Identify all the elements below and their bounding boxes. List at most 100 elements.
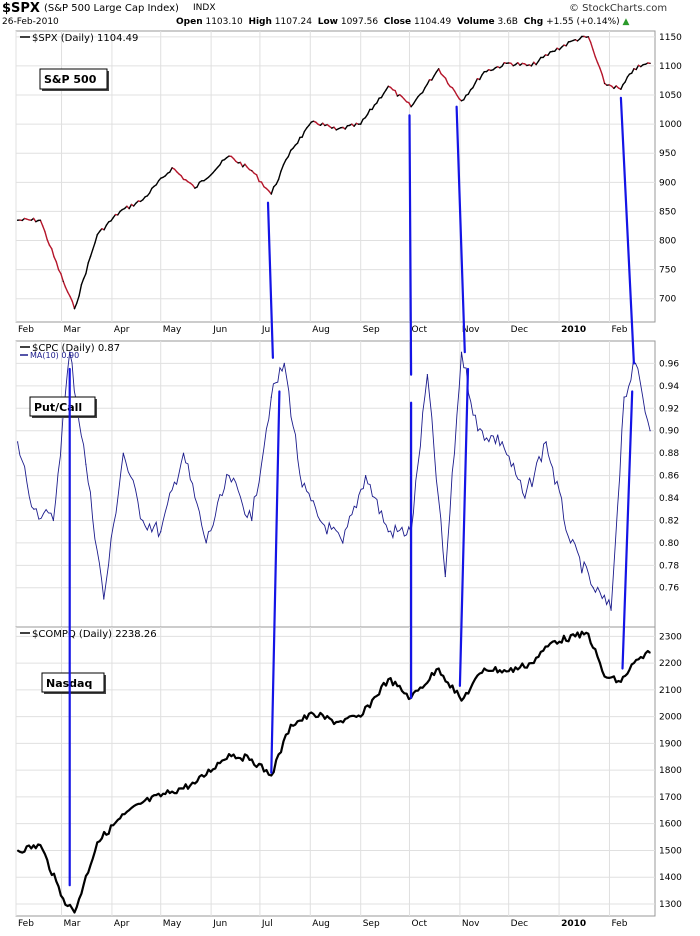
spx-price-segment <box>479 74 483 81</box>
data-point <box>228 475 230 477</box>
spx-price-segment <box>57 269 62 275</box>
x-tick-label: Jun <box>212 919 227 929</box>
data-point <box>587 36 589 38</box>
spx-price-segment <box>169 167 173 173</box>
y-tick-label: 1050 <box>659 91 682 101</box>
spx-price-segment <box>239 161 244 168</box>
spx-price-segment <box>44 230 48 241</box>
data-point <box>17 849 19 852</box>
symbol-name: (S&P 500 Large Cap Index) <box>44 3 179 14</box>
chart-header: $SPX (S&P 500 Large Cap Index) INDX 26-F… <box>0 0 700 30</box>
spx-price-segment <box>601 74 606 85</box>
spx-price-segment <box>48 244 53 250</box>
x-tick-label: Nov <box>462 325 480 335</box>
panel-0-frame <box>15 30 656 323</box>
spx-price-segment <box>69 295 74 302</box>
data-point <box>62 898 64 900</box>
brand-logo: © StockCharts.com <box>569 3 668 14</box>
data-point <box>96 234 98 236</box>
y-tick-label: 2000 <box>659 713 682 723</box>
data-point <box>360 123 362 125</box>
data-point <box>426 374 428 376</box>
low-label: Low <box>317 17 338 27</box>
data-point <box>270 193 272 195</box>
spx-price-segment <box>94 233 99 244</box>
y-tick-label: 1150 <box>659 33 682 43</box>
spx-price-segment <box>155 180 160 186</box>
x-tick-label: Aug <box>312 919 330 929</box>
spx-price-segment <box>128 203 133 210</box>
spx-price-segment <box>46 238 51 247</box>
label-box <box>39 68 108 90</box>
data-point <box>160 531 162 533</box>
data-point <box>17 441 19 443</box>
spx-price-segment <box>426 79 431 86</box>
y-tick-label: 1300 <box>659 900 682 910</box>
spx-price-segment <box>467 89 472 95</box>
x-tick-label: Sep <box>363 919 380 929</box>
y-tick-label: 1600 <box>659 820 682 830</box>
x-tick-label: Aug <box>312 325 330 335</box>
y-tick-label: 750 <box>659 266 676 276</box>
data-point <box>483 667 485 670</box>
spx-price-segment <box>421 87 426 94</box>
spx-price-segment <box>76 295 80 304</box>
data-point <box>444 575 446 578</box>
ma-legend-label: MA(10) 0.90 <box>30 351 79 360</box>
data-point <box>342 542 344 544</box>
spx-price-segment <box>62 280 67 288</box>
spx-price-segment <box>64 286 69 293</box>
data-point <box>633 68 635 70</box>
data-point <box>73 911 76 914</box>
spx-price-segment <box>474 77 479 84</box>
spx-price-segment <box>66 291 71 297</box>
spx-price-segment <box>592 49 596 58</box>
chart-date: 26-Feb-2010 <box>2 17 59 27</box>
y-tick-label: 2200 <box>659 659 682 669</box>
spx-price-segment <box>360 118 364 125</box>
close-value: 1104.49 <box>414 17 452 27</box>
data-point <box>620 88 622 90</box>
chg-value: +1.55 (+0.14%) <box>546 17 620 27</box>
y-tick-label: 2100 <box>659 686 682 696</box>
panel-2-frame <box>15 626 656 917</box>
spx-price-segment <box>282 159 287 166</box>
panel-title: $COMPQ (Daily) 2238.26 <box>32 629 157 640</box>
spx-price-segment <box>255 174 260 183</box>
y-tick-label: 1000 <box>659 120 682 130</box>
high-value: 1107.24 <box>274 17 312 27</box>
x-tick-label: Nov <box>462 919 480 929</box>
y-tick-label: 0.94 <box>659 382 679 392</box>
data-point <box>228 753 230 755</box>
data-point <box>365 475 367 477</box>
data-point <box>122 452 124 454</box>
data-point <box>270 396 272 398</box>
data-point <box>438 667 440 670</box>
data-point <box>501 441 503 443</box>
data-point <box>610 609 612 611</box>
data-point <box>171 167 173 169</box>
y-tick-label: 1900 <box>659 739 682 749</box>
annotation-line <box>621 390 634 670</box>
data-point <box>142 801 144 803</box>
data-point <box>410 106 412 108</box>
data-point <box>251 170 253 172</box>
spx-price-segment <box>275 178 280 186</box>
spx-price-segment <box>196 181 201 188</box>
spx-price-segment <box>501 62 505 68</box>
x-tick-label: 2010 <box>561 325 586 335</box>
spx-price-segment <box>39 219 44 227</box>
data-point <box>552 50 554 53</box>
y-tick-label: 900 <box>659 178 676 188</box>
x-tick-label: Apr <box>114 919 130 929</box>
data-point <box>438 68 440 70</box>
y-tick-label: 700 <box>659 295 676 305</box>
x-tick-label: Apr <box>114 325 130 335</box>
y-tick-label: 1100 <box>659 62 682 72</box>
spx-price-segment <box>42 225 46 233</box>
data-point <box>524 497 526 499</box>
data-point <box>545 441 547 443</box>
data-point <box>552 641 554 643</box>
spx-price-segment <box>431 75 435 81</box>
